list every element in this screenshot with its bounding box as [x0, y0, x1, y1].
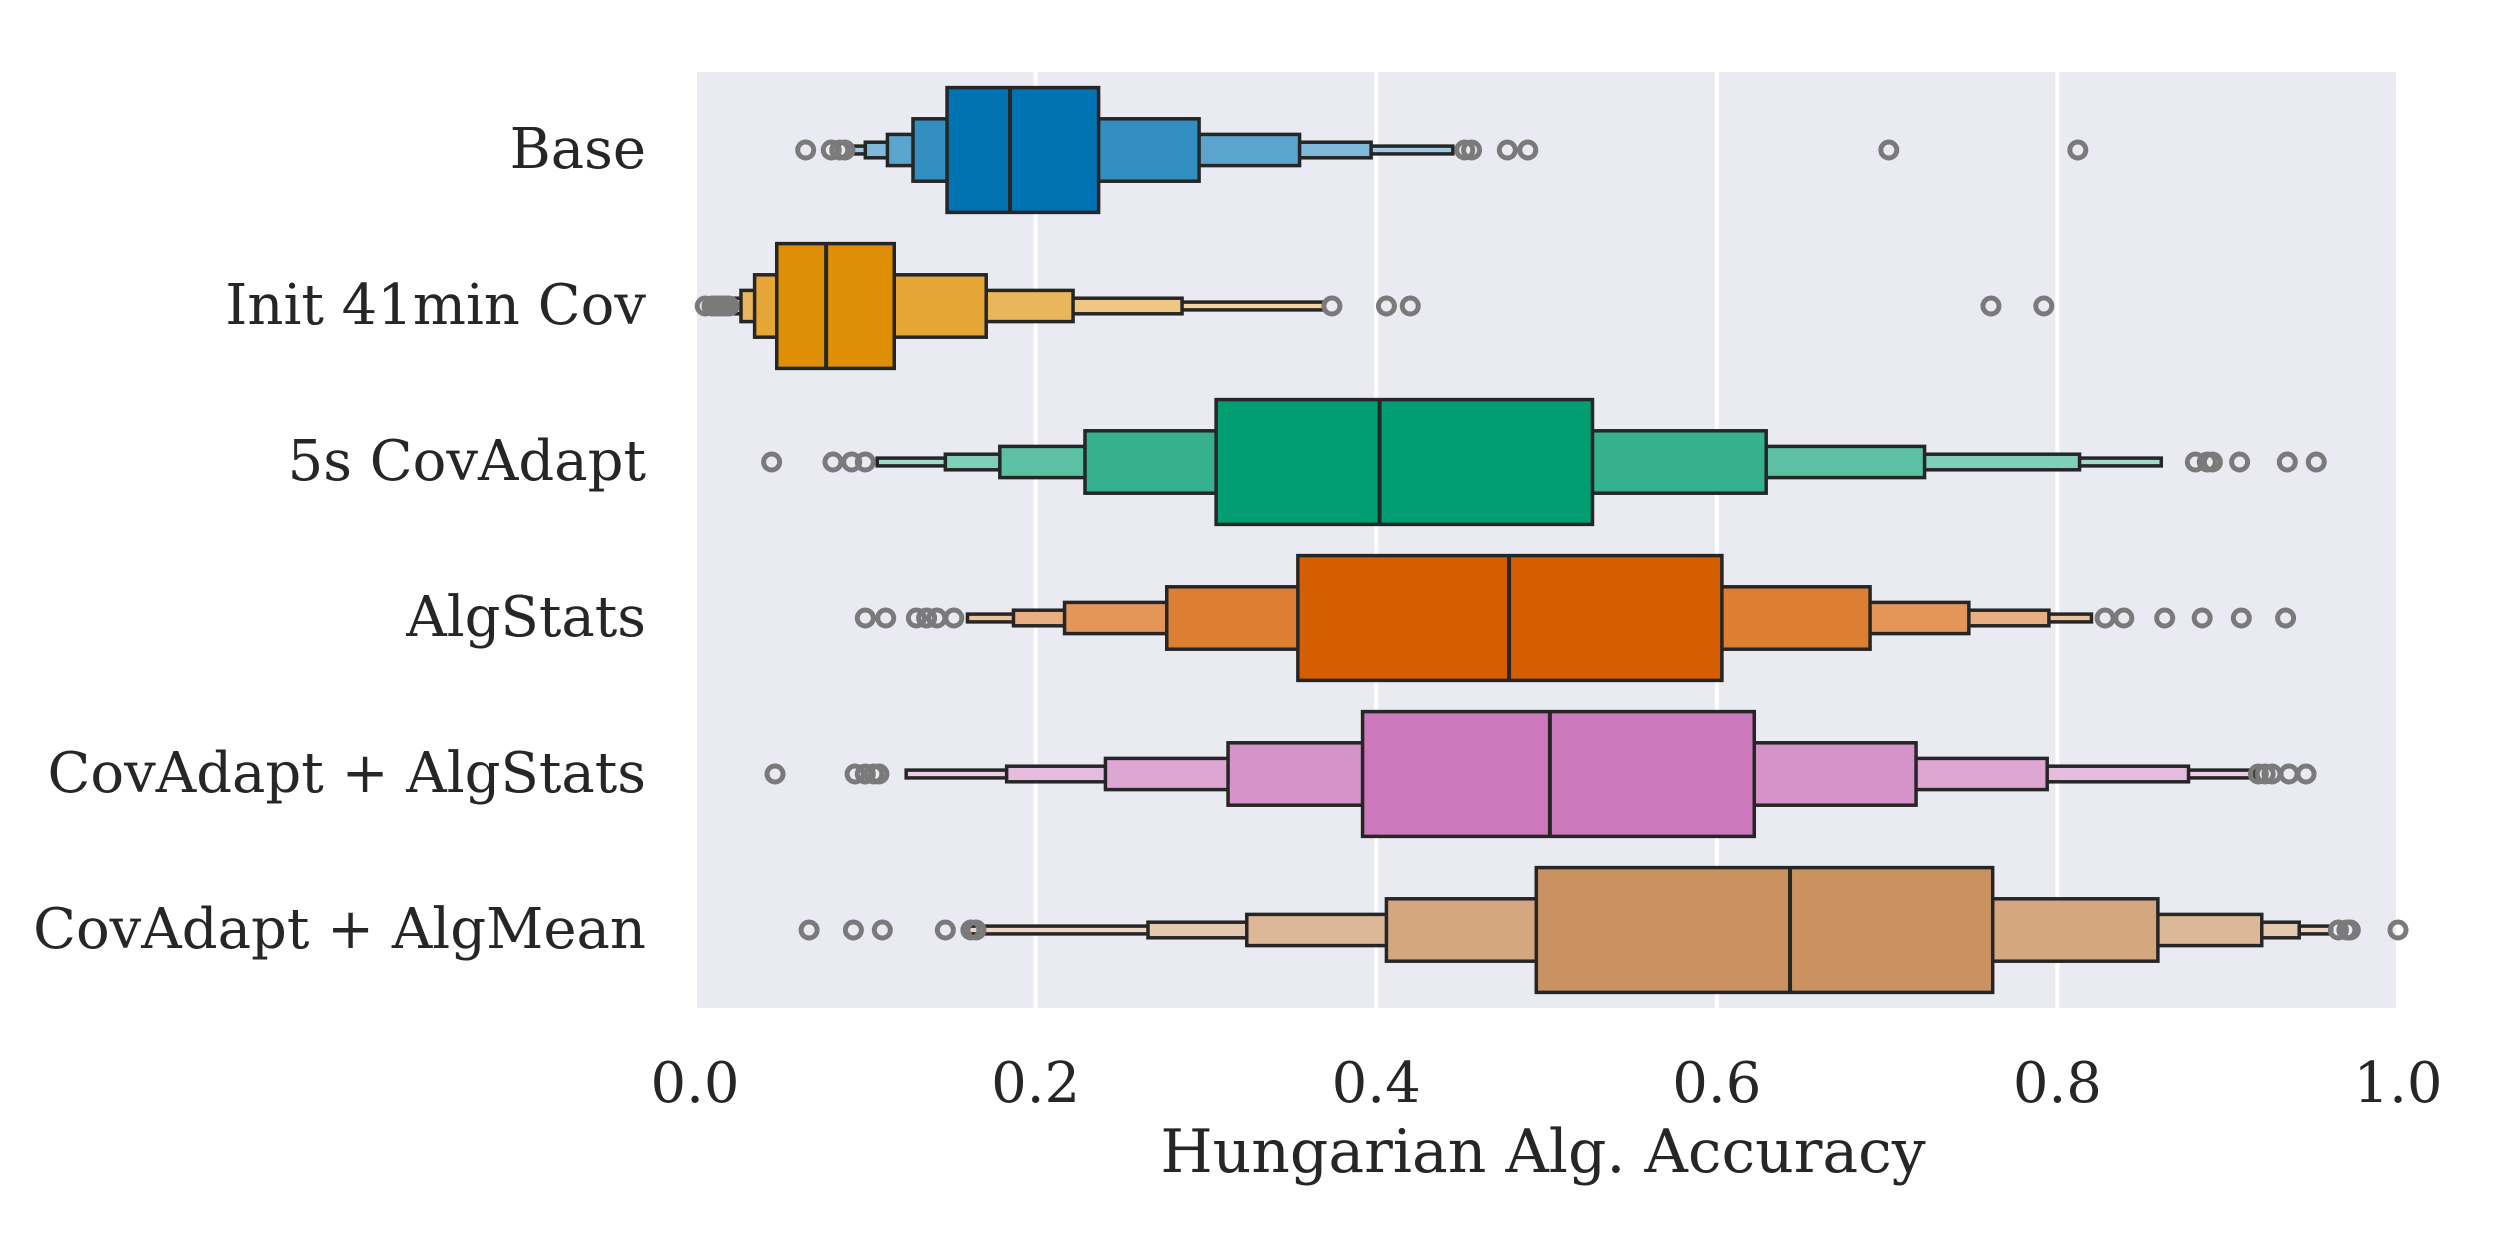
outlier-point — [834, 139, 856, 161]
outlier-point — [2229, 451, 2251, 473]
category-label: AlgStats — [405, 585, 646, 650]
outlier-point — [1461, 139, 1483, 161]
category-labels: Base Init 41min Cov 5s CovAdapt AlgStats Cov… — [33, 117, 646, 962]
boxen-covadapt-algstats — [764, 709, 2317, 839]
outlier-point — [1399, 295, 1421, 317]
outlier-point — [2339, 919, 2361, 941]
outlier-point — [844, 763, 866, 785]
outlier-point — [718, 295, 740, 317]
outlier-point — [2033, 295, 2055, 317]
boxen-level-1 — [1214, 397, 1595, 527]
outlier-point — [2191, 607, 2213, 629]
category-label: CovAdapt + AlgStats — [48, 741, 646, 806]
boxen-5s-covadapt — [761, 397, 2327, 527]
outlier-point — [943, 607, 965, 629]
outlier-point — [854, 607, 876, 629]
x-tick-labels: 0.0 0.2 0.4 0.6 0.8 1.0 — [650, 1051, 2442, 1116]
x-tick-label: 1.0 — [2353, 1051, 2442, 1116]
grid-lines — [693, 72, 2400, 1008]
outlier-point — [2254, 763, 2276, 785]
boxen-series — [694, 85, 2409, 995]
plot-background — [695, 72, 2398, 1008]
outlier-point — [1980, 295, 2002, 317]
x-tick-label: 0.0 — [650, 1051, 739, 1116]
x-axis-title: Hungarian Alg. Accuracy — [1160, 1117, 1925, 1187]
category-label: CovAdapt + AlgMean — [33, 897, 646, 962]
outlier-point — [1321, 295, 1343, 317]
outlier-point — [1454, 139, 1476, 161]
outlier-point — [795, 139, 817, 161]
x-tick-label: 0.4 — [1332, 1051, 1421, 1116]
boxen-init-41min-cov — [694, 241, 2055, 371]
outlier-point — [2094, 607, 2116, 629]
outlier-point — [868, 763, 890, 785]
outlier-point — [2327, 919, 2349, 941]
outlier-point — [2201, 451, 2223, 473]
outlier-point — [916, 607, 938, 629]
outlier-point — [2113, 607, 2135, 629]
outlier-point — [1496, 139, 1518, 161]
outlier-point — [965, 919, 987, 941]
outlier-point — [2154, 607, 2176, 629]
outlier-point — [842, 919, 864, 941]
outlier-point — [871, 919, 893, 941]
outlier-point — [2067, 139, 2089, 161]
outlier-point — [905, 607, 927, 629]
outlier-point — [875, 607, 897, 629]
boxen-level-1 — [774, 241, 897, 371]
outlier-point — [934, 919, 956, 941]
boxen-covadapt-algmean — [798, 865, 2409, 995]
category-label: 5s CovAdapt — [288, 429, 647, 494]
boxen-level-1 — [1360, 709, 1757, 839]
outlier-point — [2305, 451, 2327, 473]
outlier-point — [1878, 139, 1900, 161]
outlier-point — [822, 451, 844, 473]
boxen-level-1 — [945, 85, 1101, 215]
outlier-point — [1375, 295, 1397, 317]
outlier-point — [2387, 919, 2409, 941]
outlier-point — [854, 451, 876, 473]
outlier-point — [2295, 763, 2317, 785]
boxen-level-1 — [1534, 865, 1995, 995]
outlier-point — [761, 451, 783, 473]
category-label: Base — [510, 117, 646, 182]
outlier-point — [2276, 451, 2298, 473]
x-tick-label: 0.8 — [2013, 1051, 2102, 1116]
category-label: Init 41min Cov — [225, 273, 646, 338]
outlier-point — [764, 763, 786, 785]
outlier-point — [1517, 139, 1539, 161]
x-tick-label: 0.2 — [991, 1051, 1080, 1116]
boxen-base — [795, 85, 2089, 215]
outlier-point — [2230, 607, 2252, 629]
outlier-point — [798, 919, 820, 941]
x-tick-label: 0.6 — [1672, 1051, 1761, 1116]
boxen-algstats — [854, 553, 2297, 683]
outlier-point — [2275, 607, 2297, 629]
